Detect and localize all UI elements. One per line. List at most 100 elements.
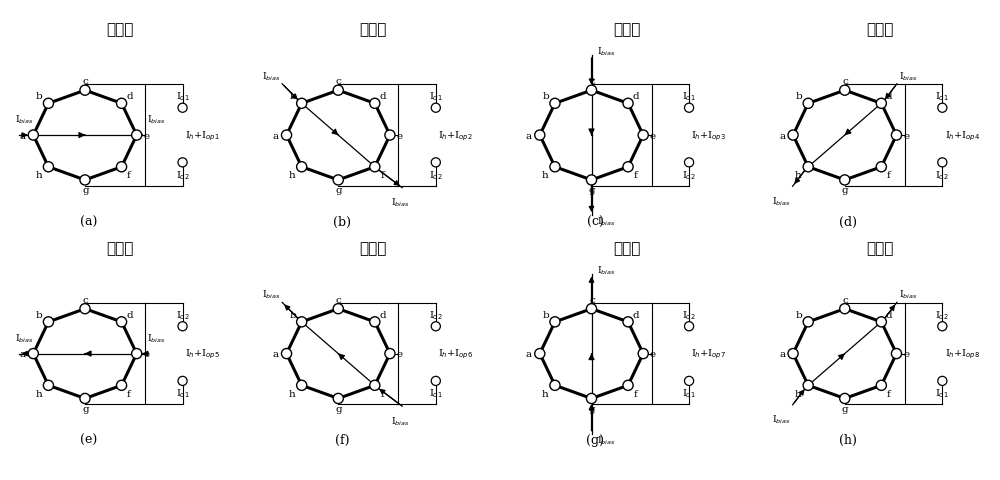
Circle shape bbox=[28, 131, 38, 141]
Text: (f): (f) bbox=[335, 433, 349, 446]
Circle shape bbox=[132, 131, 142, 141]
Circle shape bbox=[803, 162, 813, 172]
Circle shape bbox=[370, 99, 380, 109]
Text: b: b bbox=[289, 92, 296, 101]
Circle shape bbox=[876, 99, 886, 109]
Text: f: f bbox=[887, 389, 891, 398]
Circle shape bbox=[385, 131, 395, 141]
Circle shape bbox=[638, 349, 648, 359]
Text: I$_{o1}$: I$_{o1}$ bbox=[176, 90, 189, 103]
Circle shape bbox=[550, 381, 560, 391]
Text: I$_{bias}$: I$_{bias}$ bbox=[391, 414, 410, 427]
Text: b: b bbox=[796, 310, 803, 319]
Text: I$_h$+I$_{op8}$: I$_h$+I$_{op8}$ bbox=[945, 347, 980, 360]
Text: −: − bbox=[684, 321, 694, 332]
Text: g: g bbox=[335, 186, 342, 195]
Text: g: g bbox=[335, 404, 342, 413]
Text: +: + bbox=[178, 103, 187, 114]
Text: a: a bbox=[779, 349, 785, 359]
Text: I$_{o2}$: I$_{o2}$ bbox=[682, 168, 696, 181]
Title: 第三相: 第三相 bbox=[613, 22, 640, 37]
Text: b: b bbox=[543, 310, 549, 319]
Text: I$_{o2}$: I$_{o2}$ bbox=[682, 308, 696, 321]
Text: I$_{bias}$: I$_{bias}$ bbox=[147, 114, 165, 126]
Text: f: f bbox=[380, 171, 384, 180]
Text: −: − bbox=[684, 157, 694, 168]
Text: h: h bbox=[795, 389, 802, 398]
Circle shape bbox=[28, 349, 38, 359]
Circle shape bbox=[938, 376, 947, 385]
Text: I$_{o2}$: I$_{o2}$ bbox=[935, 168, 949, 181]
Title: 第七相: 第七相 bbox=[613, 240, 640, 255]
Text: +: + bbox=[178, 376, 187, 386]
Circle shape bbox=[550, 317, 560, 327]
Text: I$_{bias}$: I$_{bias}$ bbox=[15, 114, 33, 126]
Circle shape bbox=[803, 99, 813, 109]
Circle shape bbox=[116, 99, 127, 109]
Circle shape bbox=[333, 304, 343, 314]
Circle shape bbox=[938, 104, 947, 113]
Circle shape bbox=[840, 86, 850, 96]
Circle shape bbox=[178, 158, 187, 168]
Circle shape bbox=[685, 158, 694, 168]
Text: e: e bbox=[903, 131, 909, 140]
Circle shape bbox=[80, 394, 90, 404]
Text: I$_{o2}$: I$_{o2}$ bbox=[176, 168, 189, 181]
Circle shape bbox=[623, 99, 633, 109]
Text: I$_{o1}$: I$_{o1}$ bbox=[935, 90, 949, 103]
Text: −: − bbox=[431, 321, 440, 332]
Circle shape bbox=[80, 304, 90, 314]
Text: a: a bbox=[526, 349, 532, 359]
Text: e: e bbox=[903, 349, 909, 359]
Text: +: + bbox=[684, 103, 694, 114]
Circle shape bbox=[370, 162, 380, 172]
Text: c: c bbox=[83, 77, 88, 86]
Text: h: h bbox=[289, 171, 295, 180]
Text: (c): (c) bbox=[587, 215, 603, 228]
Text: c: c bbox=[589, 295, 595, 304]
Circle shape bbox=[938, 158, 947, 168]
Text: e: e bbox=[143, 349, 150, 359]
Text: +: + bbox=[938, 376, 947, 386]
Text: I$_{o2}$: I$_{o2}$ bbox=[429, 308, 443, 321]
Circle shape bbox=[685, 376, 694, 385]
Circle shape bbox=[803, 317, 813, 327]
Circle shape bbox=[876, 317, 886, 327]
Text: h: h bbox=[542, 171, 549, 180]
Circle shape bbox=[370, 381, 380, 391]
Text: I$_{o1}$: I$_{o1}$ bbox=[176, 386, 189, 399]
Text: I$_{bias}$: I$_{bias}$ bbox=[899, 70, 917, 83]
Circle shape bbox=[586, 86, 597, 96]
Text: (h): (h) bbox=[839, 433, 857, 446]
Text: a: a bbox=[779, 131, 785, 140]
Text: −: − bbox=[938, 157, 947, 168]
Text: a: a bbox=[273, 349, 279, 359]
Text: d: d bbox=[633, 92, 639, 101]
Text: c: c bbox=[589, 77, 595, 86]
Text: I$_{bias}$: I$_{bias}$ bbox=[597, 264, 616, 276]
Text: I$_{o1}$: I$_{o1}$ bbox=[682, 386, 696, 399]
Circle shape bbox=[43, 317, 54, 327]
Circle shape bbox=[535, 131, 545, 141]
Text: f: f bbox=[634, 171, 637, 180]
Text: d: d bbox=[126, 310, 133, 319]
Text: e: e bbox=[397, 131, 403, 140]
Title: 第二相: 第二相 bbox=[360, 22, 387, 37]
Text: a: a bbox=[19, 349, 25, 359]
Text: −: − bbox=[178, 157, 187, 168]
Text: (b): (b) bbox=[333, 215, 351, 228]
Text: e: e bbox=[650, 349, 656, 359]
Text: +: + bbox=[684, 376, 694, 386]
Circle shape bbox=[431, 322, 440, 331]
Text: −: − bbox=[938, 321, 947, 332]
Circle shape bbox=[840, 304, 850, 314]
Text: c: c bbox=[842, 295, 848, 304]
Text: −: − bbox=[431, 157, 440, 168]
Text: I$_{bias}$: I$_{bias}$ bbox=[597, 215, 616, 228]
Text: d: d bbox=[379, 92, 386, 101]
Text: h: h bbox=[795, 171, 802, 180]
Circle shape bbox=[623, 381, 633, 391]
Text: I$_{o1}$: I$_{o1}$ bbox=[429, 90, 443, 103]
Circle shape bbox=[370, 317, 380, 327]
Text: I$_h$+I$_{op3}$: I$_h$+I$_{op3}$ bbox=[691, 129, 726, 143]
